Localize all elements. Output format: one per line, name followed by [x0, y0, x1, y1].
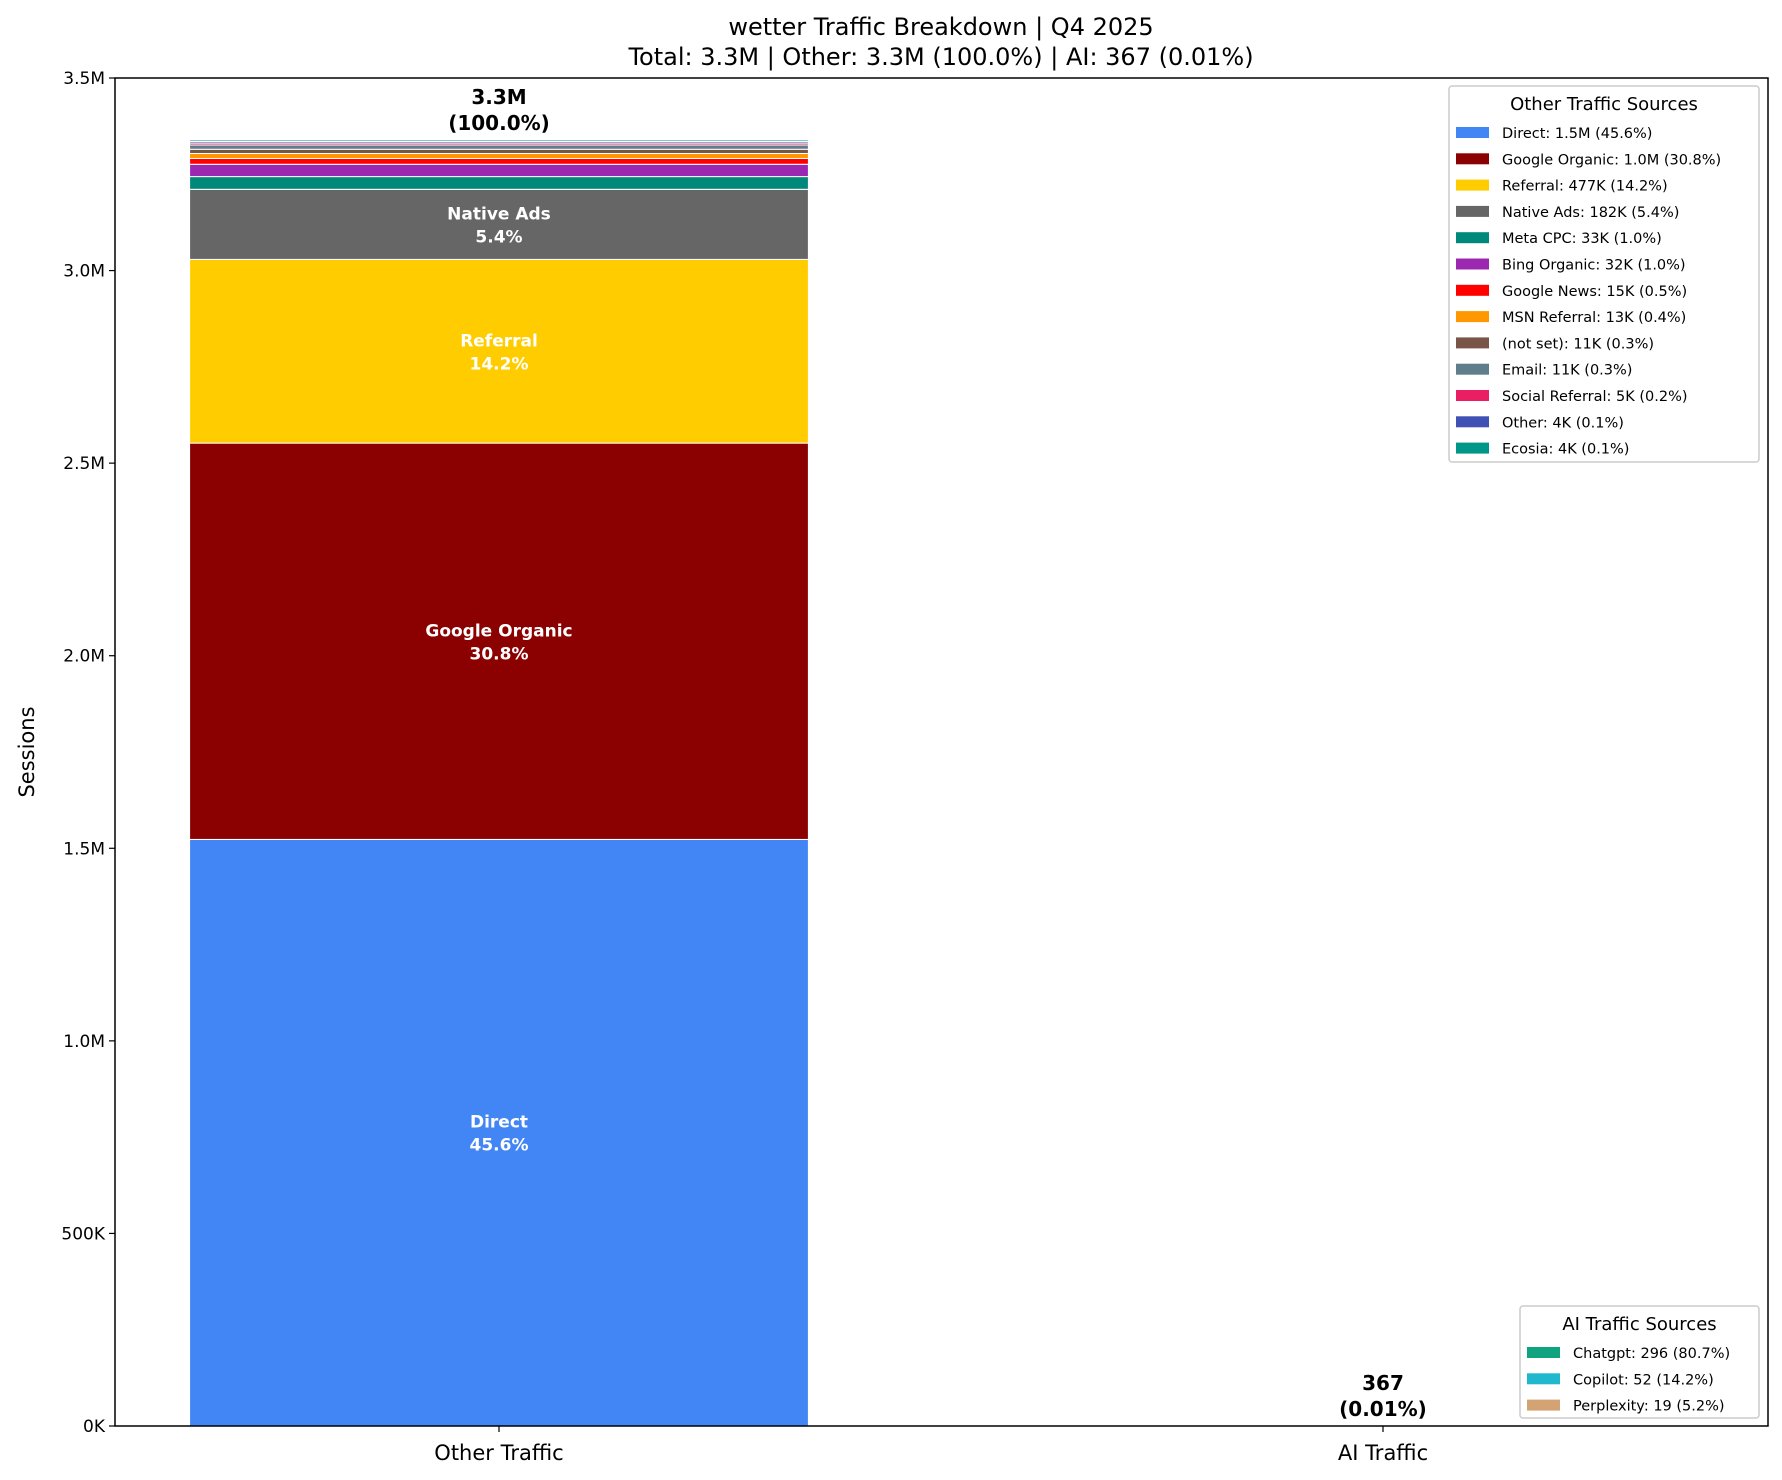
segment-label-pct: 5.4%: [475, 227, 522, 247]
total-label-pct: (100.0%): [448, 111, 550, 135]
y-axis-label: Sessions: [15, 706, 39, 797]
y-tick-label: 0K: [83, 1417, 106, 1437]
y-tick-label: 500K: [61, 1224, 105, 1244]
segment-label-name: Google Organic: [425, 621, 572, 641]
y-tick-label: 1.0M: [63, 1032, 105, 1052]
legend-swatch: [1456, 363, 1489, 375]
legend-box: [1519, 1305, 1760, 1419]
legend-swatch: [1456, 258, 1489, 270]
legend-swatch: [1527, 1373, 1560, 1385]
legend-ai-traffic: AI Traffic Sources Chatgpt: 296 (80.7%) Co…: [1519, 1305, 1760, 1419]
bar-segment-google-news: [189, 157, 809, 165]
bar-segment-ecosia: [189, 139, 809, 143]
bar-segment-email: [189, 144, 809, 150]
legend-entry: Other: 4K (0.1%): [1502, 415, 1624, 431]
legend-entry: Ecosia: 4K (0.1%): [1502, 442, 1629, 458]
legend-entry: Copilot: 52 (14.2%): [1573, 1372, 1714, 1388]
bar-segment-direct: [189, 838, 809, 1427]
total-label-value: 367: [1362, 1371, 1404, 1395]
segment-label-pct: 45.6%: [470, 1136, 529, 1156]
legend-swatch: [1456, 311, 1489, 323]
legend-swatch: [1527, 1399, 1560, 1411]
y-tick-label: 1.5M: [63, 839, 105, 859]
legend-swatch: [1456, 284, 1489, 296]
legend-entry: (not set): 11K (0.3%): [1502, 336, 1654, 352]
legend-swatch: [1456, 179, 1489, 191]
bar-segment-msn-referral: [189, 152, 809, 159]
legend-entry: Direct: 1.5M (45.6%): [1502, 126, 1652, 142]
legend-swatch: [1456, 205, 1489, 217]
bar-segment-meta-cpc: [189, 176, 809, 190]
legend-swatch: [1456, 337, 1489, 349]
legend-entry: Google Organic: 1.0M (30.8%): [1502, 152, 1721, 168]
legend-swatch: [1456, 390, 1489, 401]
bar-segment-google-organic: [189, 442, 809, 840]
legend-entry: MSN Referral: 13K (0.4%): [1502, 310, 1686, 326]
legend-swatch: [1456, 232, 1489, 244]
y-tick-label: 3.0M: [63, 262, 105, 282]
bar-segment-bing-organic: [189, 163, 809, 178]
segment-label-name: Native Ads: [447, 204, 551, 224]
legend-entry: Bing Organic: 32K (1.0%): [1502, 258, 1686, 274]
legend-swatch: [1456, 416, 1489, 428]
legend-swatch: [1527, 1347, 1560, 1358]
total-label-value: 3.3M: [471, 85, 526, 109]
bar-segment-native-ads: [189, 188, 809, 260]
x-tick-label: AI Traffic: [1338, 1441, 1428, 1465]
plot-frame: [114, 77, 1769, 1427]
legend-box: [1448, 85, 1760, 463]
legend-entry: Native Ads: 182K (5.4%): [1502, 205, 1679, 221]
x-tick-label: Other Traffic: [434, 1441, 563, 1465]
legend-other-traffic: Other Traffic Sources Direct: 1.5M (45.6%…: [1448, 85, 1760, 463]
legend-entry: Referral: 477K (14.2%): [1502, 179, 1668, 195]
y-tick-label: 2.0M: [63, 647, 105, 667]
y-tick-label: 3.5M: [63, 69, 105, 89]
segment-label-pct: 30.8%: [470, 644, 529, 664]
legend-entry: Email: 11K (0.3%): [1502, 363, 1632, 379]
legend-entry: Chatgpt: 296 (80.7%): [1573, 1346, 1730, 1362]
segment-label-name: Direct: [470, 1113, 528, 1133]
segment-label-pct: 14.2%: [470, 354, 529, 374]
chart-subtitle: Total: 3.3M | Other: 3.3M (100.0%) | AI:…: [627, 43, 1253, 71]
legend-swatch: [1456, 127, 1489, 138]
legend-title: Other Traffic Sources: [1510, 94, 1698, 115]
bar-segment--not-set-: [189, 148, 809, 154]
legend-entry: Meta CPC: 33K (1.0%): [1502, 231, 1662, 247]
legend-entry: Social Referral: 5K (0.2%): [1502, 389, 1688, 405]
legend-swatch: [1456, 153, 1489, 165]
chart-title: wetter Traffic Breakdown | Q4 2025: [728, 13, 1153, 41]
total-label-pct: (0.01%): [1339, 1397, 1427, 1421]
segment-label-name: Referral: [460, 331, 538, 351]
legend-title: AI Traffic Sources: [1562, 1314, 1716, 1335]
legend-entry: Google News: 15K (0.5%): [1502, 284, 1687, 300]
legend-entry: Perplexity: 19 (5.2%): [1573, 1399, 1725, 1415]
y-tick-label: 2.5M: [63, 454, 105, 474]
legend-swatch: [1456, 442, 1489, 454]
